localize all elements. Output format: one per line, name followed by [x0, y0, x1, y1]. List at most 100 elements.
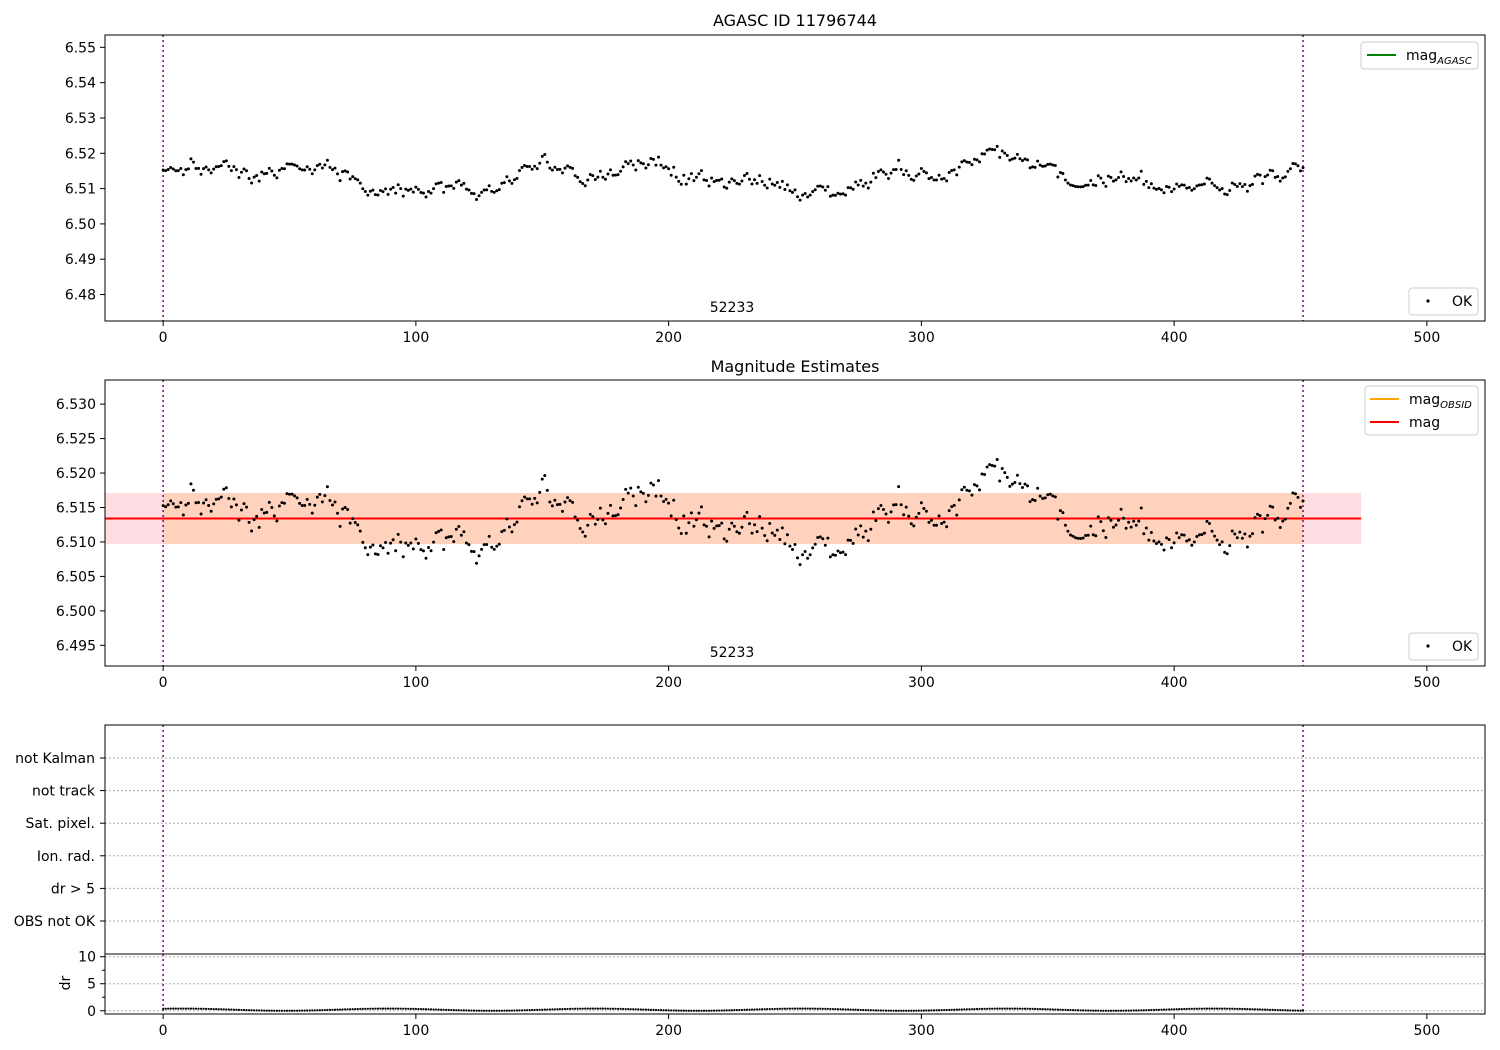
dr-point	[483, 1009, 486, 1012]
dr-point	[1155, 1008, 1158, 1011]
dr-point	[1296, 1009, 1300, 1012]
data-point	[1111, 525, 1115, 529]
data-point	[1298, 169, 1302, 173]
data-point	[887, 177, 891, 181]
dr-point	[465, 1009, 468, 1012]
dr-point	[1266, 1008, 1269, 1011]
dr-point	[859, 1008, 862, 1012]
data-point	[427, 546, 431, 550]
data-point	[386, 192, 390, 196]
data-point	[740, 179, 744, 183]
data-point	[505, 175, 509, 179]
dr-point	[349, 1008, 352, 1011]
dr-point	[1097, 1009, 1100, 1012]
data-point	[937, 514, 941, 518]
data-point	[765, 186, 769, 190]
data-point	[1200, 532, 1204, 536]
dr-point	[1183, 1007, 1186, 1011]
data-point	[1233, 532, 1237, 536]
dr-point	[690, 1009, 693, 1012]
data-point	[333, 500, 337, 504]
dr-point	[1203, 1007, 1206, 1010]
data-point	[919, 167, 923, 171]
data-point	[694, 518, 698, 522]
dr-point	[551, 1008, 554, 1011]
data-point	[1240, 185, 1244, 189]
data-point	[732, 524, 736, 528]
data-point	[988, 463, 992, 467]
data-point	[725, 186, 729, 190]
data-point	[384, 541, 388, 545]
data-point	[712, 180, 716, 184]
dr-point	[1208, 1007, 1211, 1010]
data-point	[1144, 179, 1148, 183]
data-point	[191, 488, 195, 492]
dr-point	[480, 1009, 483, 1012]
data-point	[409, 541, 413, 545]
dr-point	[197, 1007, 200, 1010]
data-point	[1033, 498, 1037, 502]
data-point	[232, 165, 236, 169]
data-point	[1195, 184, 1199, 188]
dr-point	[824, 1007, 827, 1010]
data-point	[202, 167, 206, 171]
data-point	[378, 544, 382, 548]
data-point	[267, 166, 271, 170]
y-tick-label: 6.525	[56, 432, 96, 448]
data-point	[1233, 183, 1237, 187]
x-tick-label: 0	[159, 675, 168, 691]
data-point	[1177, 536, 1181, 540]
data-point	[217, 165, 221, 169]
dr-point	[632, 1008, 635, 1011]
data-point	[593, 178, 597, 182]
data-point	[186, 501, 190, 505]
dr-point	[750, 1008, 754, 1011]
data-point	[965, 488, 969, 492]
dr-point	[950, 1008, 953, 1011]
data-point	[1046, 493, 1050, 497]
dr-point	[725, 1009, 728, 1012]
dr-point	[796, 1007, 799, 1010]
data-point	[1213, 534, 1217, 538]
data-point	[300, 503, 304, 507]
data-point	[1111, 179, 1115, 183]
data-point	[1159, 188, 1163, 192]
dr-point	[1051, 1008, 1054, 1011]
dr-point	[263, 1009, 266, 1012]
data-point	[1175, 531, 1179, 535]
dr-point	[783, 1007, 786, 1010]
data-point	[576, 518, 580, 522]
data-point	[346, 507, 350, 511]
dr-point	[1246, 1008, 1249, 1011]
dr-point	[713, 1009, 716, 1012]
data-point	[871, 510, 875, 514]
data-point	[770, 182, 774, 186]
data-point	[1152, 186, 1156, 190]
dr-point	[915, 1009, 918, 1012]
data-point	[371, 188, 375, 192]
data-point	[571, 500, 575, 504]
data-point	[785, 183, 789, 187]
data-point	[411, 190, 415, 194]
data-point	[277, 504, 281, 508]
data-point	[998, 479, 1002, 483]
dr-point	[687, 1009, 690, 1012]
dr-point	[960, 1008, 963, 1011]
data-point	[523, 495, 527, 499]
dr-point	[839, 1008, 842, 1011]
data-point	[285, 162, 289, 166]
data-point	[654, 494, 658, 498]
data-point	[528, 497, 532, 501]
data-point	[389, 187, 393, 191]
data-point	[480, 190, 484, 194]
x-tick-label: 500	[1414, 330, 1441, 346]
data-point	[914, 515, 918, 519]
dr-point	[743, 1008, 746, 1011]
data-point	[204, 498, 208, 502]
dr-point	[705, 1009, 708, 1012]
dr-point	[488, 1009, 491, 1012]
data-point	[1134, 523, 1138, 527]
dr-point	[1238, 1007, 1241, 1011]
data-point	[715, 524, 719, 528]
dr-point	[766, 1008, 769, 1011]
